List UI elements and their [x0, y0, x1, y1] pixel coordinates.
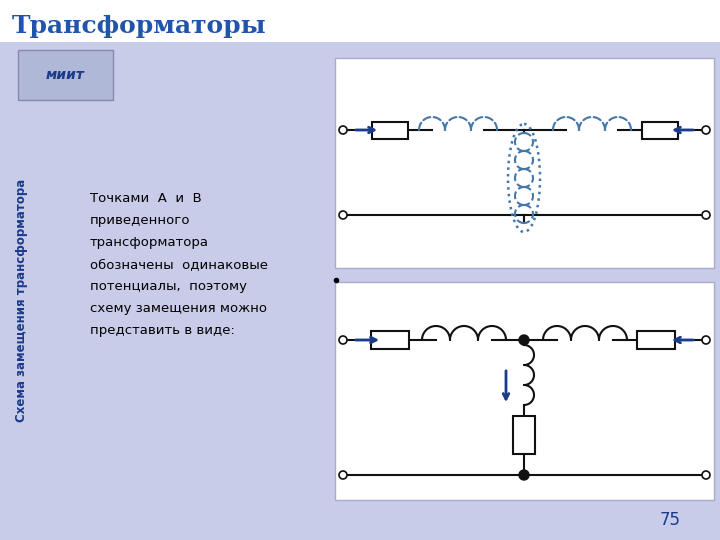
- Circle shape: [339, 211, 347, 219]
- Text: представить в виде:: представить в виде:: [90, 324, 235, 337]
- Text: приведенного: приведенного: [90, 214, 191, 227]
- Bar: [335, 282, 714, 500]
- Text: схему замещения можно: схему замещения можно: [90, 302, 267, 315]
- Text: Точками  А  и  В: Точками А и В: [90, 192, 202, 205]
- Bar: [0, 42, 330, 540]
- Bar: [642, 122, 678, 138]
- Circle shape: [702, 126, 710, 134]
- Circle shape: [519, 335, 529, 345]
- Text: обозначены  одинаковые: обозначены одинаковые: [90, 258, 268, 271]
- Bar: [513, 416, 535, 454]
- Bar: [0, 0, 720, 42]
- Bar: [372, 122, 408, 138]
- Text: 75: 75: [660, 511, 680, 529]
- Circle shape: [339, 471, 347, 479]
- Circle shape: [702, 471, 710, 479]
- Bar: [371, 331, 409, 349]
- Circle shape: [702, 211, 710, 219]
- Bar: [18, 50, 113, 100]
- Text: миит: миит: [46, 68, 85, 82]
- Text: Схема замещения трансформатора: Схема замещения трансформатора: [16, 178, 29, 422]
- Circle shape: [519, 470, 529, 480]
- Bar: [335, 58, 714, 268]
- Circle shape: [339, 336, 347, 344]
- Bar: [637, 331, 675, 349]
- Text: Трансформаторы: Трансформаторы: [12, 14, 266, 38]
- Circle shape: [702, 336, 710, 344]
- Circle shape: [339, 126, 347, 134]
- Text: трансформатора: трансформатора: [90, 236, 209, 249]
- Text: потенциалы,  поэтому: потенциалы, поэтому: [90, 280, 247, 293]
